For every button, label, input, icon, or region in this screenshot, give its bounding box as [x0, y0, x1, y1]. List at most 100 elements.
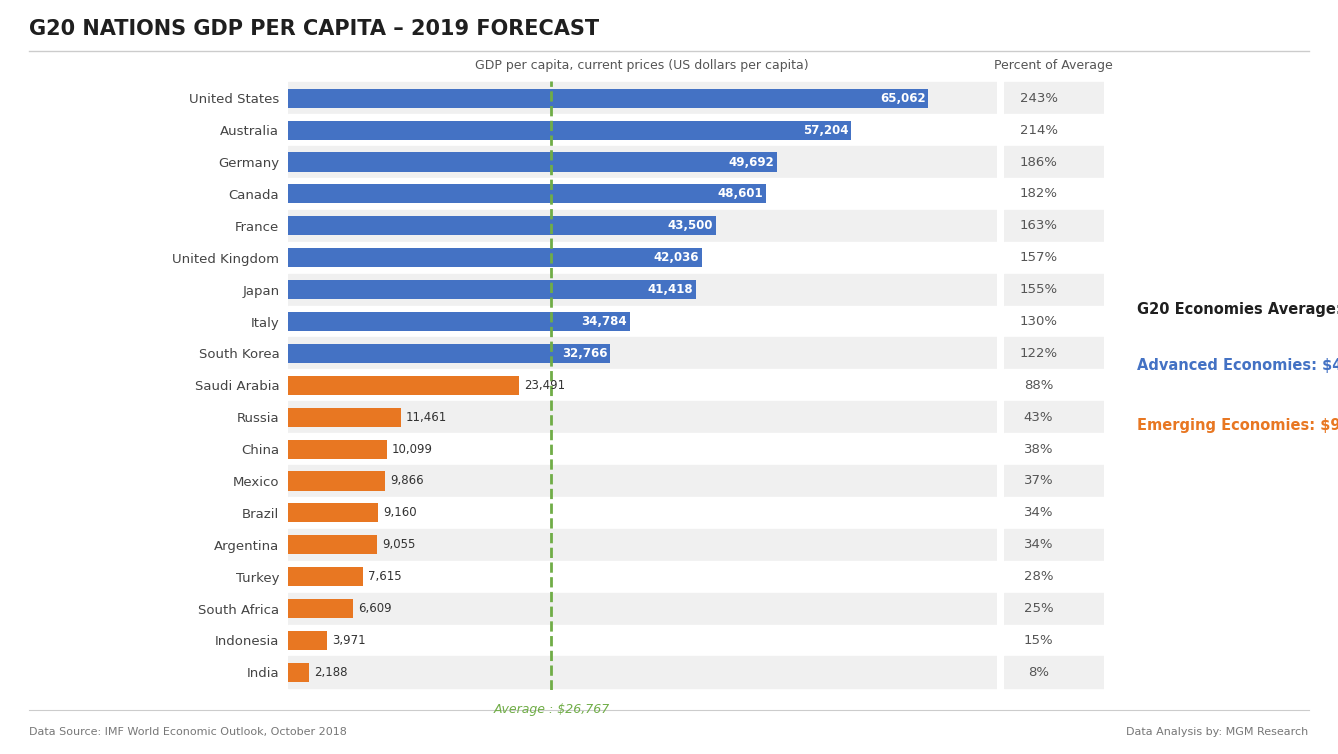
Text: 186%: 186% — [1020, 155, 1057, 168]
Bar — [288, 631, 326, 650]
Text: 9,160: 9,160 — [383, 507, 416, 520]
Bar — [288, 593, 997, 624]
Text: 34%: 34% — [1024, 538, 1053, 551]
Text: 28%: 28% — [1024, 570, 1053, 583]
Text: 88%: 88% — [1024, 379, 1053, 392]
Text: 38%: 38% — [1024, 443, 1053, 455]
Bar — [288, 375, 519, 395]
Bar — [1004, 305, 1104, 338]
Text: 41,418: 41,418 — [648, 283, 693, 296]
Bar — [1004, 465, 1104, 497]
Text: Advanced Economies: $46,118: Advanced Economies: $46,118 — [1137, 358, 1338, 373]
Text: 130%: 130% — [1020, 315, 1057, 328]
Text: 23,491: 23,491 — [524, 379, 565, 392]
Text: 65,062: 65,062 — [880, 92, 926, 105]
Text: 43,500: 43,500 — [668, 219, 713, 232]
Text: 122%: 122% — [1020, 347, 1057, 360]
Bar — [1004, 242, 1104, 274]
Text: Emerging Economies: $9,351: Emerging Economies: $9,351 — [1137, 418, 1338, 434]
Bar — [1004, 114, 1104, 146]
Bar — [288, 504, 377, 523]
Text: 9,866: 9,866 — [389, 474, 423, 488]
Bar — [288, 184, 767, 204]
Text: 15%: 15% — [1024, 634, 1053, 647]
Bar — [288, 152, 777, 172]
Bar — [288, 274, 997, 305]
Text: 6,609: 6,609 — [357, 602, 391, 615]
Bar — [288, 114, 997, 146]
Bar — [1004, 274, 1104, 305]
Text: GDP per capita, current prices (US dollars per capita): GDP per capita, current prices (US dolla… — [475, 59, 809, 72]
Text: 25%: 25% — [1024, 602, 1053, 615]
Bar — [288, 369, 997, 401]
Bar — [288, 497, 997, 529]
Bar — [288, 408, 400, 427]
Bar — [288, 338, 997, 369]
Text: G20 NATIONS GDP PER CAPITA – 2019 FORECAST: G20 NATIONS GDP PER CAPITA – 2019 FORECA… — [29, 19, 599, 39]
Text: Percent of Average: Percent of Average — [994, 59, 1113, 72]
Text: 157%: 157% — [1020, 251, 1057, 264]
Bar — [288, 599, 353, 618]
Text: 2,188: 2,188 — [314, 666, 348, 679]
Text: 10,099: 10,099 — [392, 443, 434, 455]
Text: Data Analysis by: MGM Research: Data Analysis by: MGM Research — [1127, 728, 1309, 737]
Text: 11,461: 11,461 — [405, 411, 447, 424]
Bar — [288, 567, 363, 587]
Bar — [288, 471, 385, 491]
Bar — [1004, 624, 1104, 657]
Text: 34,784: 34,784 — [582, 315, 628, 328]
Bar — [1004, 338, 1104, 369]
Text: 37%: 37% — [1024, 474, 1053, 488]
Text: 7,615: 7,615 — [368, 570, 401, 583]
Text: 214%: 214% — [1020, 124, 1057, 136]
Text: 43%: 43% — [1024, 411, 1053, 424]
Bar — [288, 82, 997, 114]
Bar — [288, 89, 929, 108]
Bar — [288, 561, 997, 593]
Bar — [1004, 497, 1104, 529]
Bar — [288, 178, 997, 210]
Bar — [288, 305, 997, 338]
Text: 9,055: 9,055 — [381, 538, 415, 551]
Text: 8%: 8% — [1028, 666, 1049, 679]
Bar — [288, 657, 997, 688]
Text: 32,766: 32,766 — [562, 347, 607, 360]
Text: 57,204: 57,204 — [803, 124, 848, 136]
Bar — [1004, 369, 1104, 401]
Text: 34%: 34% — [1024, 507, 1053, 520]
Bar — [288, 248, 701, 267]
Text: 243%: 243% — [1020, 92, 1057, 105]
Bar — [288, 433, 997, 465]
Text: Average : $26,767: Average : $26,767 — [494, 703, 609, 716]
Text: 42,036: 42,036 — [653, 251, 698, 264]
Bar — [1004, 433, 1104, 465]
Bar — [1004, 561, 1104, 593]
Bar — [288, 663, 309, 682]
Bar — [1004, 529, 1104, 561]
Bar — [1004, 657, 1104, 688]
Text: 182%: 182% — [1020, 188, 1057, 201]
Bar — [1004, 210, 1104, 242]
Bar — [288, 146, 997, 178]
Bar — [288, 440, 387, 458]
Bar — [288, 121, 851, 139]
Bar — [288, 529, 997, 561]
Bar — [288, 535, 377, 554]
Bar — [288, 624, 997, 657]
Bar — [288, 210, 997, 242]
Text: 49,692: 49,692 — [728, 155, 775, 168]
Bar — [1004, 82, 1104, 114]
Bar — [288, 280, 696, 299]
Bar — [288, 312, 630, 331]
Bar — [288, 465, 997, 497]
Text: 3,971: 3,971 — [332, 634, 365, 647]
Bar — [1004, 593, 1104, 624]
Text: G20 Economies Average:: G20 Economies Average: — [1137, 302, 1338, 317]
Text: 155%: 155% — [1020, 283, 1057, 296]
Bar — [1004, 146, 1104, 178]
Text: 48,601: 48,601 — [717, 188, 764, 201]
Bar — [288, 242, 997, 274]
Text: 163%: 163% — [1020, 219, 1057, 232]
Bar — [1004, 401, 1104, 433]
Text: Data Source: IMF World Economic Outlook, October 2018: Data Source: IMF World Economic Outlook,… — [29, 728, 348, 737]
